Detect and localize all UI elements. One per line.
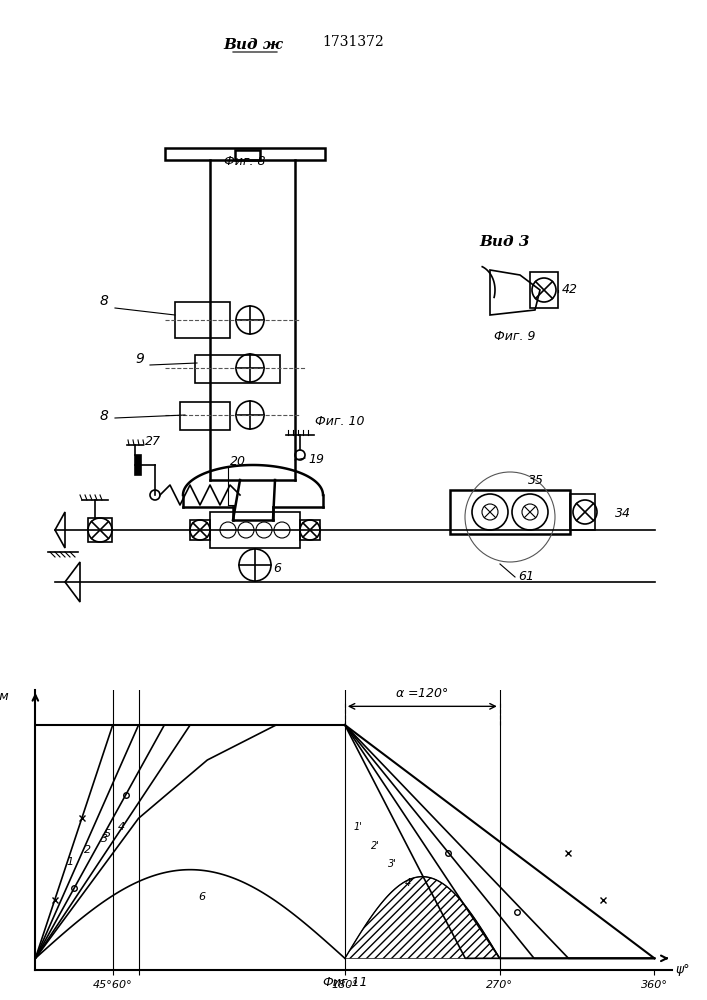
Text: S,мм: S,мм xyxy=(0,690,10,703)
Text: 1: 1 xyxy=(66,857,74,867)
Text: 42: 42 xyxy=(562,283,578,296)
Bar xyxy=(300,520,320,540)
Text: 8: 8 xyxy=(100,294,109,308)
Text: Фиг.11: Фиг.11 xyxy=(322,976,368,989)
Text: 6: 6 xyxy=(199,892,206,902)
Bar xyxy=(190,520,210,540)
Text: 8: 8 xyxy=(100,409,109,423)
Text: 2': 2' xyxy=(370,841,380,851)
Text: ψ°: ψ° xyxy=(675,964,689,976)
Text: 6: 6 xyxy=(273,562,281,575)
Text: 19: 19 xyxy=(308,453,324,466)
Text: 3': 3' xyxy=(388,859,397,869)
Text: 1': 1' xyxy=(354,822,363,832)
Text: Фиг. 10: Фиг. 10 xyxy=(315,415,365,428)
Text: Вид ж: Вид ж xyxy=(223,38,283,52)
Text: $\alpha$ =120°: $\alpha$ =120° xyxy=(395,687,449,700)
Text: 34: 34 xyxy=(615,507,631,520)
Text: Вид 3: Вид 3 xyxy=(480,235,530,249)
Bar xyxy=(135,455,141,475)
Bar xyxy=(235,150,260,160)
Bar xyxy=(165,148,325,160)
Bar xyxy=(180,402,230,430)
Text: 5: 5 xyxy=(104,829,111,839)
Text: 9: 9 xyxy=(135,352,144,366)
Text: 4: 4 xyxy=(118,822,125,832)
Text: 61: 61 xyxy=(518,570,534,583)
Bar xyxy=(450,490,570,534)
Bar xyxy=(530,272,558,308)
Text: 3: 3 xyxy=(100,834,108,844)
Text: 2: 2 xyxy=(83,845,90,855)
Text: 4': 4' xyxy=(405,878,414,888)
Bar xyxy=(195,355,280,383)
Text: Фиг. 9: Фиг. 9 xyxy=(494,330,536,343)
Bar xyxy=(88,518,112,542)
Text: Фиг. 8: Фиг. 8 xyxy=(224,155,266,168)
Text: 20: 20 xyxy=(230,455,246,468)
Text: 27: 27 xyxy=(145,435,161,448)
Text: 35: 35 xyxy=(528,474,544,487)
Text: 1731372: 1731372 xyxy=(322,35,385,49)
Bar xyxy=(210,512,300,548)
Bar xyxy=(570,494,595,530)
Bar xyxy=(175,302,230,338)
